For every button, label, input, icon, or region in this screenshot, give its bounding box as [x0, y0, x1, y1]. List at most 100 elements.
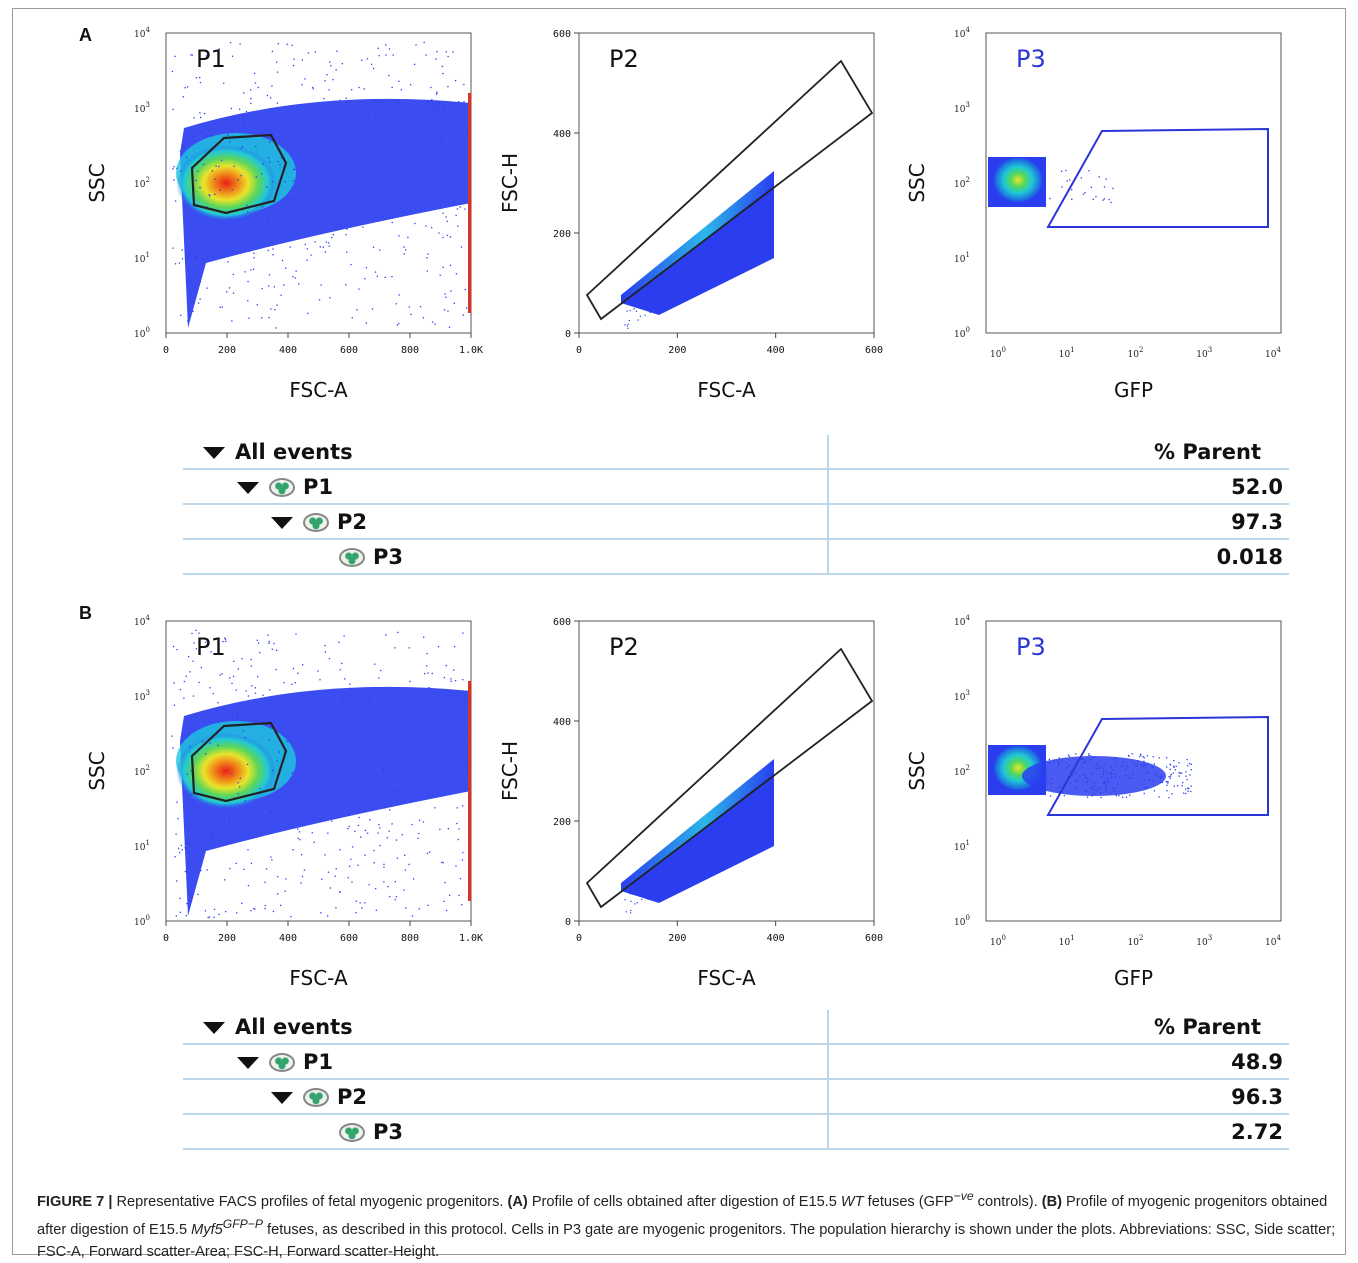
event-dot	[744, 226, 746, 228]
event-dot	[402, 210, 405, 212]
collapse-triangle-icon[interactable]	[203, 1021, 225, 1034]
collapse-triangle-icon[interactable]	[271, 516, 293, 529]
event-dot	[405, 197, 408, 199]
event-dot	[733, 808, 735, 811]
event-dot	[648, 874, 650, 876]
event-dot	[693, 858, 695, 860]
event-dot	[1057, 761, 1060, 764]
event-dot	[214, 178, 216, 180]
event-dot	[375, 887, 377, 890]
event-dot	[765, 202, 768, 204]
event-dot	[1169, 764, 1172, 766]
hierarchy-row: All events% Parent	[183, 1010, 1289, 1045]
event-dot	[417, 837, 419, 840]
event-dot	[728, 826, 730, 828]
event-dot	[682, 283, 684, 285]
event-dot	[1169, 775, 1172, 777]
event-dot	[403, 253, 405, 255]
event-dot	[301, 735, 303, 737]
event-dot	[256, 811, 259, 813]
event-dot	[1133, 763, 1135, 765]
event-dot	[427, 101, 430, 103]
event-dot	[1102, 782, 1104, 784]
event-dot	[658, 878, 660, 880]
event-dot	[329, 887, 332, 889]
event-dot	[407, 705, 409, 707]
event-dot	[681, 850, 683, 852]
event-dot	[348, 814, 350, 816]
event-dot	[316, 226, 318, 228]
event-dot	[320, 701, 322, 704]
event-dot	[315, 721, 317, 723]
event-dot	[1086, 796, 1089, 798]
event-dot	[234, 825, 236, 827]
event-dot	[324, 644, 326, 647]
event-dot	[339, 891, 341, 893]
event-dot	[316, 806, 318, 808]
event-dot	[178, 851, 181, 854]
event-dot	[431, 99, 433, 101]
event-dot	[294, 277, 297, 279]
event-dot	[246, 763, 249, 766]
event-dot	[462, 851, 464, 854]
event-dot	[205, 220, 207, 222]
event-dot	[1186, 779, 1188, 781]
event-dot	[1080, 177, 1082, 179]
event-dot	[314, 241, 316, 243]
event-dot	[245, 110, 248, 113]
event-dot	[408, 174, 410, 176]
event-dot	[250, 665, 253, 667]
event-dot	[391, 765, 393, 767]
event-dot	[718, 246, 720, 248]
hierarchy-row: P1 52.0	[183, 469, 1289, 505]
event-dot	[1092, 756, 1095, 759]
event-dot	[678, 868, 680, 870]
event-dot	[426, 652, 428, 655]
event-dot	[192, 270, 195, 273]
event-dot	[361, 735, 364, 737]
collapse-triangle-icon[interactable]	[237, 481, 259, 494]
event-dot	[439, 828, 441, 830]
event-dot	[244, 124, 246, 126]
event-dot	[1104, 781, 1106, 783]
event-dot	[231, 55, 234, 57]
collapse-triangle-icon[interactable]	[271, 1091, 293, 1104]
event-dot	[726, 834, 728, 837]
event-dot	[418, 819, 421, 821]
event-dot	[189, 746, 191, 748]
gate-label: P2	[609, 633, 639, 661]
event-dot	[1101, 776, 1103, 779]
collapse-triangle-icon[interactable]	[203, 446, 225, 459]
event-dot	[649, 311, 651, 313]
event-dot	[267, 634, 269, 636]
event-dot	[1105, 178, 1107, 180]
event-dot	[450, 680, 452, 682]
event-dot	[229, 121, 231, 123]
x-tick-label: 0	[163, 345, 169, 356]
event-dot	[351, 846, 354, 848]
event-dot	[723, 828, 725, 830]
event-dot	[760, 814, 762, 816]
event-dot	[356, 156, 358, 158]
caption-ref-a: (A)	[507, 1193, 528, 1210]
event-dot	[1143, 762, 1145, 764]
event-dot	[1166, 790, 1168, 792]
event-dot	[300, 854, 303, 856]
event-dot	[1041, 783, 1044, 786]
event-dot	[624, 899, 626, 901]
event-dot	[227, 261, 229, 263]
event-dot	[357, 689, 359, 691]
event-dot	[1158, 757, 1160, 759]
event-dot	[225, 841, 228, 844]
event-dot	[317, 670, 319, 672]
event-dot	[1186, 765, 1189, 767]
event-dot	[1096, 764, 1099, 766]
event-dot	[259, 788, 262, 790]
event-dot	[627, 327, 629, 329]
event-dot	[765, 213, 767, 216]
event-dot	[658, 279, 660, 281]
event-dot	[711, 262, 713, 264]
event-dot	[206, 287, 208, 289]
event-dot	[455, 196, 457, 199]
collapse-triangle-icon[interactable]	[237, 1056, 259, 1069]
